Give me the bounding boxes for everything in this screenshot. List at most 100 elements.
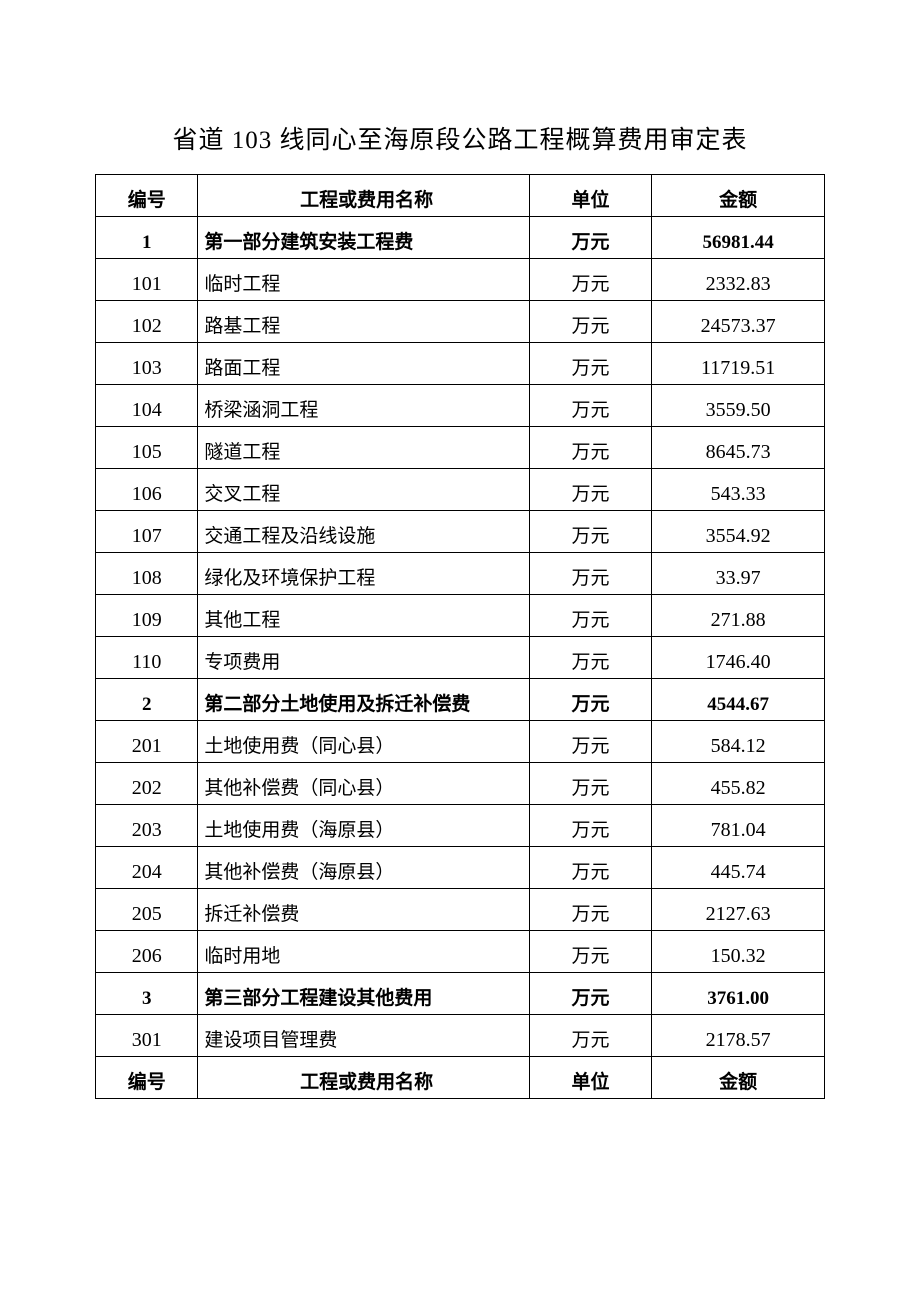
cell-amount: 2178.57	[652, 1015, 825, 1057]
page-title: 省道 103 线同心至海原段公路工程概算费用审定表	[95, 120, 825, 156]
table-row: 3第三部分工程建设其他费用万元3761.00	[96, 973, 825, 1015]
cell-id: 2	[96, 679, 198, 721]
cell-id: 编号	[96, 175, 198, 217]
cell-name: 临时用地	[198, 931, 529, 973]
table-row: 103路面工程万元11719.51	[96, 343, 825, 385]
cell-unit: 万元	[529, 763, 652, 805]
cell-unit: 单位	[529, 1057, 652, 1099]
cell-amount: 781.04	[652, 805, 825, 847]
cell-unit: 万元	[529, 679, 652, 721]
cell-id: 203	[96, 805, 198, 847]
cell-id: 105	[96, 427, 198, 469]
table-row: 2第二部分土地使用及拆迁补偿费万元4544.67	[96, 679, 825, 721]
cell-name: 土地使用费（海原县）	[198, 805, 529, 847]
cell-unit: 万元	[529, 595, 652, 637]
table-row: 编号工程或费用名称单位金额	[96, 1057, 825, 1099]
table-row: 202其他补偿费（同心县）万元455.82	[96, 763, 825, 805]
cell-amount: 584.12	[652, 721, 825, 763]
cell-id: 110	[96, 637, 198, 679]
table-row: 109其他工程万元271.88	[96, 595, 825, 637]
cell-id: 109	[96, 595, 198, 637]
cell-unit: 万元	[529, 973, 652, 1015]
table-row: 104桥梁涵洞工程万元3559.50	[96, 385, 825, 427]
cell-unit: 万元	[529, 511, 652, 553]
cell-id: 104	[96, 385, 198, 427]
budget-table: 编号工程或费用名称单位金额1第一部分建筑安装工程费万元56981.44101临时…	[95, 174, 825, 1099]
table-row: 105隧道工程万元8645.73	[96, 427, 825, 469]
cell-name: 建设项目管理费	[198, 1015, 529, 1057]
cell-name: 第三部分工程建设其他费用	[198, 973, 529, 1015]
cell-amount: 3761.00	[652, 973, 825, 1015]
cell-name: 路面工程	[198, 343, 529, 385]
cell-unit: 万元	[529, 553, 652, 595]
cell-amount: 3559.50	[652, 385, 825, 427]
cell-name: 桥梁涵洞工程	[198, 385, 529, 427]
cell-unit: 万元	[529, 931, 652, 973]
table-row: 301建设项目管理费万元2178.57	[96, 1015, 825, 1057]
table-row: 107交通工程及沿线设施万元3554.92	[96, 511, 825, 553]
cell-amount: 金额	[652, 1057, 825, 1099]
cell-id: 202	[96, 763, 198, 805]
cell-amount: 24573.37	[652, 301, 825, 343]
cell-unit: 万元	[529, 343, 652, 385]
cell-amount: 8645.73	[652, 427, 825, 469]
cell-id: 编号	[96, 1057, 198, 1099]
cell-name: 其他工程	[198, 595, 529, 637]
cell-name: 其他补偿费（同心县）	[198, 763, 529, 805]
cell-name: 工程或费用名称	[198, 175, 529, 217]
cell-unit: 万元	[529, 889, 652, 931]
table-row: 201土地使用费（同心县）万元584.12	[96, 721, 825, 763]
table-row: 102路基工程万元24573.37	[96, 301, 825, 343]
cell-amount: 445.74	[652, 847, 825, 889]
cell-name: 工程或费用名称	[198, 1057, 529, 1099]
cell-id: 204	[96, 847, 198, 889]
cell-amount: 金额	[652, 175, 825, 217]
cell-unit: 万元	[529, 1015, 652, 1057]
table-row: 206临时用地万元150.32	[96, 931, 825, 973]
table-row: 205拆迁补偿费万元2127.63	[96, 889, 825, 931]
cell-unit: 万元	[529, 721, 652, 763]
cell-amount: 455.82	[652, 763, 825, 805]
table-row: 编号工程或费用名称单位金额	[96, 175, 825, 217]
cell-name: 路基工程	[198, 301, 529, 343]
table-row: 106交叉工程万元543.33	[96, 469, 825, 511]
cell-name: 交叉工程	[198, 469, 529, 511]
table-row: 1第一部分建筑安装工程费万元56981.44	[96, 217, 825, 259]
cell-id: 106	[96, 469, 198, 511]
table-row: 203土地使用费（海原县）万元781.04	[96, 805, 825, 847]
cell-id: 102	[96, 301, 198, 343]
cell-name: 绿化及环境保护工程	[198, 553, 529, 595]
cell-unit: 万元	[529, 427, 652, 469]
table-row: 110专项费用万元1746.40	[96, 637, 825, 679]
cell-id: 107	[96, 511, 198, 553]
cell-id: 301	[96, 1015, 198, 1057]
cell-amount: 543.33	[652, 469, 825, 511]
cell-unit: 万元	[529, 301, 652, 343]
cell-id: 101	[96, 259, 198, 301]
cell-id: 201	[96, 721, 198, 763]
cell-name: 第二部分土地使用及拆迁补偿费	[198, 679, 529, 721]
cell-name: 临时工程	[198, 259, 529, 301]
cell-id: 3	[96, 973, 198, 1015]
cell-name: 第一部分建筑安装工程费	[198, 217, 529, 259]
table-row: 204其他补偿费（海原县）万元445.74	[96, 847, 825, 889]
cell-unit: 单位	[529, 175, 652, 217]
cell-name: 土地使用费（同心县）	[198, 721, 529, 763]
cell-unit: 万元	[529, 259, 652, 301]
cell-name: 专项费用	[198, 637, 529, 679]
cell-unit: 万元	[529, 847, 652, 889]
cell-unit: 万元	[529, 385, 652, 427]
table-body: 编号工程或费用名称单位金额1第一部分建筑安装工程费万元56981.44101临时…	[96, 175, 825, 1099]
cell-amount: 271.88	[652, 595, 825, 637]
cell-name: 隧道工程	[198, 427, 529, 469]
cell-id: 1	[96, 217, 198, 259]
cell-name: 交通工程及沿线设施	[198, 511, 529, 553]
cell-unit: 万元	[529, 469, 652, 511]
cell-amount: 3554.92	[652, 511, 825, 553]
cell-amount: 4544.67	[652, 679, 825, 721]
table-row: 101临时工程万元2332.83	[96, 259, 825, 301]
cell-unit: 万元	[529, 217, 652, 259]
cell-amount: 11719.51	[652, 343, 825, 385]
cell-id: 205	[96, 889, 198, 931]
cell-amount: 1746.40	[652, 637, 825, 679]
